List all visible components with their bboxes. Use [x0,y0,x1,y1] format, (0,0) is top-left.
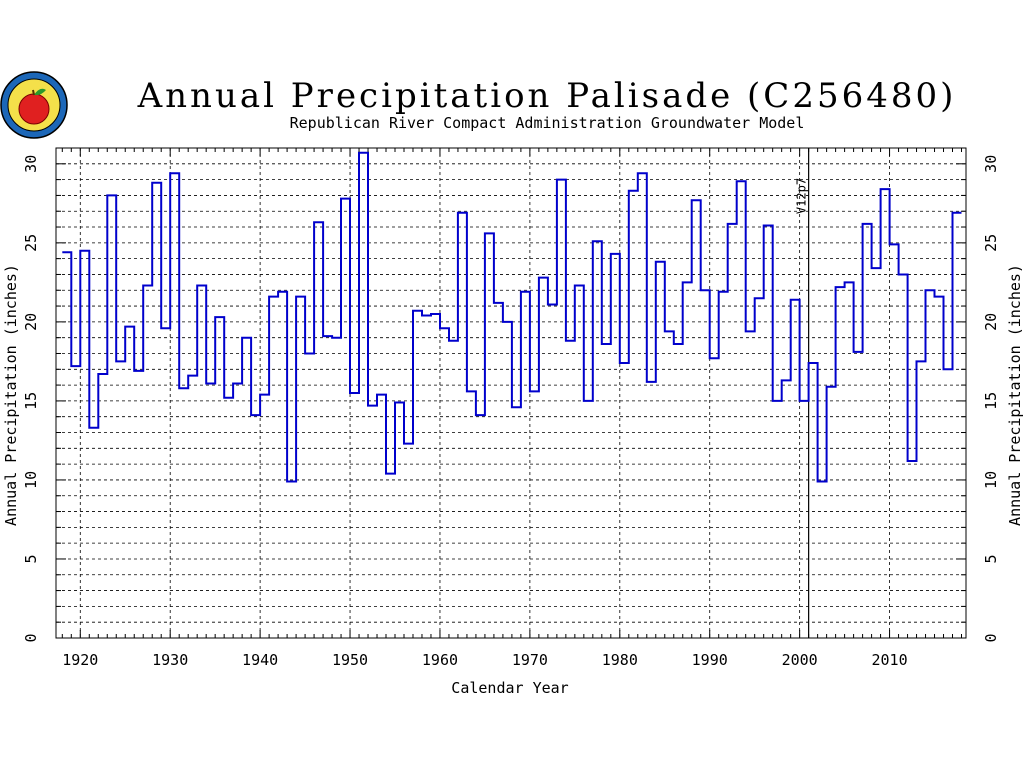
y-tick-label-right: 5 [982,554,1000,563]
annotation-marker: V12p7 [795,148,810,638]
chart-title: Annual Precipitation Palisade (C256480) [137,76,957,116]
y-tick-label-right: 25 [982,234,1000,252]
grid-lines [56,148,966,638]
x-tick-label: 1950 [332,651,368,669]
y-axis-label-right: Annual Precipitation (inches) [1006,264,1024,526]
y-tick-label-right: 15 [982,392,1000,410]
y-tick-label-right: 20 [982,313,1000,331]
x-tick-label: 1970 [512,651,548,669]
x-tick-label: 1920 [62,651,98,669]
precipitation-series [62,151,962,483]
precipitation-step-line [62,151,962,483]
x-tick-label: 2010 [872,651,908,669]
y-tick-label-left: 20 [22,313,40,331]
y-tick-label-right: 10 [982,471,1000,489]
y-tick-label-left: 15 [22,392,40,410]
annotation-label: V12p7 [795,178,809,214]
x-tick-label: 1960 [422,651,458,669]
y-tick-label-right: 30 [982,155,1000,173]
axis-ticks: 1920 1930 1940 1950 1960 1970 1980 1990 2000 2010… [22,147,1000,669]
x-tick-label: 1990 [692,651,728,669]
y-tick-label-left: 5 [22,554,40,563]
logo-seal-icon [0,71,68,139]
y-axis-label-left: Annual Precipitation (inches) [2,264,20,526]
x-axis-label: Calendar Year [451,679,568,697]
y-tick-label-right: 0 [982,633,1000,642]
y-tick-label-left: 25 [22,234,40,252]
y-tick-label-left: 10 [22,471,40,489]
y-tick-label-left: 0 [22,633,40,642]
x-tick-label: 1940 [242,651,278,669]
plot-frame [55,147,967,639]
x-tick-label: 1930 [152,651,188,669]
x-tick-label: 2000 [782,651,818,669]
y-tick-label-left: 30 [22,155,40,173]
chart-subtitle: Republican River Compact Administration … [290,114,805,132]
x-tick-label: 1980 [602,651,638,669]
